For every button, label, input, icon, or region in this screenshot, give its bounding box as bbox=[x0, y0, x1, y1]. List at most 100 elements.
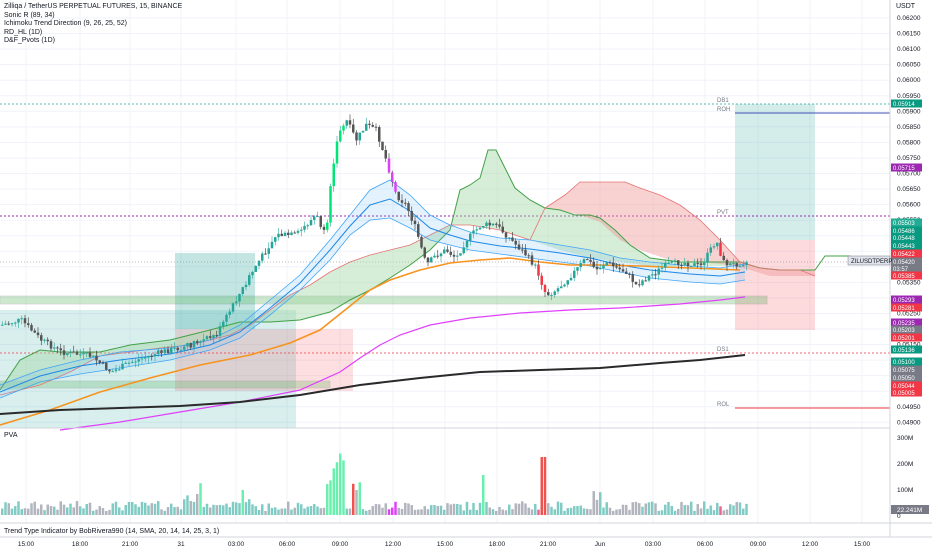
price-badge-bg bbox=[891, 303, 922, 312]
volume-bar bbox=[537, 509, 540, 515]
time-tick: 03:00 bbox=[228, 541, 245, 548]
indicator-rd-hl[interactable]: RD_HL (1D) bbox=[4, 28, 43, 36]
candle-body bbox=[527, 255, 530, 257]
volume-bar bbox=[410, 505, 413, 515]
candle-body bbox=[69, 351, 72, 354]
volume-bar bbox=[504, 510, 508, 515]
volume-bar bbox=[309, 506, 313, 515]
time-tick: 15:00 bbox=[18, 541, 35, 548]
candlesticks[interactable] bbox=[1, 114, 748, 374]
volume-bar bbox=[540, 457, 543, 515]
candle-body bbox=[17, 318, 20, 323]
candle-body bbox=[745, 262, 748, 266]
candle-body bbox=[257, 260, 261, 266]
volume-bar bbox=[88, 502, 92, 515]
price-tick: 0.06000 bbox=[897, 77, 921, 84]
volume-tick-300m: 300M bbox=[897, 435, 913, 442]
volume-bar bbox=[407, 503, 410, 515]
candle-body bbox=[27, 323, 30, 326]
volume-bar bbox=[498, 506, 501, 515]
price-tick: 0.04900 bbox=[897, 419, 921, 426]
candle-body bbox=[290, 232, 293, 235]
volume-bar bbox=[46, 504, 49, 515]
volume-bar bbox=[423, 506, 426, 515]
candle-body bbox=[316, 216, 319, 218]
candle-body bbox=[524, 249, 527, 256]
indicator-ichimoku[interactable]: Ichimoku Trend Direction (9, 26, 25, 52) bbox=[4, 20, 127, 28]
indicator-sonic-r[interactable]: Sonic R (89, 34) bbox=[4, 11, 55, 19]
volume-bar bbox=[527, 507, 530, 515]
price-badge: 0.05448 bbox=[893, 236, 915, 242]
candle-body bbox=[20, 318, 23, 320]
volume-bar bbox=[719, 506, 722, 515]
candle-body bbox=[699, 263, 703, 266]
volume-bar bbox=[430, 505, 433, 515]
volume-bar bbox=[189, 500, 192, 515]
candle-body bbox=[647, 275, 651, 281]
volume-bar bbox=[524, 503, 527, 515]
volume-bar bbox=[85, 504, 88, 515]
candle-body bbox=[511, 237, 514, 241]
time-axis[interactable]: 15:00 18:00 21:00 31 03:00 06:00 09:00 12:00 15:… bbox=[18, 541, 871, 548]
level-label-pvt: PVT bbox=[717, 210, 729, 216]
volume-bar bbox=[693, 510, 696, 515]
price-tick: 0.05800 bbox=[897, 139, 921, 146]
price-badge: 0.05100 bbox=[893, 360, 915, 366]
volume-bar bbox=[75, 501, 79, 515]
volume-bar bbox=[176, 506, 179, 515]
candle-body bbox=[365, 123, 368, 131]
volume-bar bbox=[261, 504, 264, 515]
price-tick: 0.06050 bbox=[897, 62, 921, 69]
volume-bar bbox=[127, 501, 131, 515]
candle-body bbox=[534, 264, 537, 266]
candle-body bbox=[228, 311, 231, 315]
volume-bar bbox=[355, 490, 358, 515]
candle-body bbox=[75, 352, 79, 355]
volume-bar bbox=[576, 506, 579, 515]
candle-body bbox=[348, 120, 352, 125]
volume-bar bbox=[92, 510, 95, 515]
price-tick: 0.04950 bbox=[897, 404, 921, 411]
candle-body bbox=[183, 346, 186, 350]
candle-body bbox=[400, 200, 404, 203]
volume-bar bbox=[446, 503, 449, 515]
volume-bar bbox=[313, 504, 316, 515]
candle-body bbox=[579, 263, 582, 268]
candle-body bbox=[456, 255, 459, 257]
candle-body bbox=[33, 330, 36, 333]
volume-bar bbox=[251, 504, 254, 515]
time-tick: 12:00 bbox=[385, 541, 402, 548]
volume-bar bbox=[192, 501, 196, 515]
trend-type-indicator[interactable]: Trend Type Indicator by BobRivera990 (14… bbox=[4, 528, 220, 535]
time-tick: Jun bbox=[595, 541, 606, 548]
candle-body bbox=[49, 341, 53, 349]
candle-body bbox=[283, 232, 287, 237]
candle-body bbox=[742, 265, 745, 267]
time-tick: 31 bbox=[177, 541, 185, 548]
price-badge-bg bbox=[891, 381, 922, 390]
candle-body bbox=[98, 360, 101, 363]
senkou-b-line bbox=[0, 181, 816, 396]
price-tick: 0.05850 bbox=[897, 124, 921, 131]
indicator-df-pivots[interactable]: D&F_Pvots (1D) bbox=[4, 37, 55, 45]
volume-bar bbox=[703, 501, 706, 515]
candle-body bbox=[582, 259, 586, 264]
price-badge: 0.05201 bbox=[893, 336, 915, 342]
candle-body bbox=[244, 284, 248, 288]
symbol-title[interactable]: Zilliqa / TetherUS PERPETUAL FUTURES, 15… bbox=[4, 3, 183, 10]
candle-body bbox=[241, 287, 244, 294]
price-badge-bg bbox=[891, 163, 922, 172]
candle-body bbox=[196, 341, 199, 343]
candle-body bbox=[599, 268, 602, 270]
volume-bar bbox=[274, 507, 277, 515]
candle-body bbox=[108, 369, 111, 372]
pva-label[interactable]: PVA bbox=[4, 432, 18, 439]
price-tick: 0.05950 bbox=[897, 93, 921, 100]
currency-label[interactable]: USDT bbox=[896, 3, 916, 10]
candle-body bbox=[504, 232, 508, 238]
volume-bar bbox=[10, 508, 14, 515]
volume-bar bbox=[660, 510, 664, 515]
volume-bar bbox=[267, 503, 270, 515]
volume-bar bbox=[729, 504, 732, 515]
